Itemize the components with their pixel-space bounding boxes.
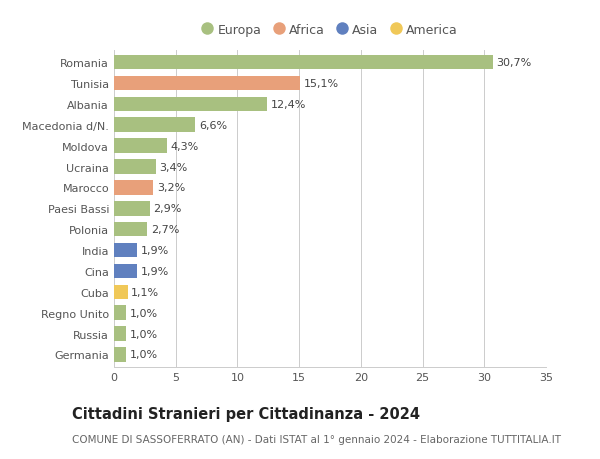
Text: 12,4%: 12,4% [271,100,306,110]
Bar [114,160,156,174]
Text: 3,4%: 3,4% [160,162,188,172]
Text: 2,7%: 2,7% [151,225,179,235]
Text: 1,1%: 1,1% [131,287,160,297]
Bar [114,181,154,195]
Bar [114,202,150,216]
Bar [114,139,167,154]
Text: 1,0%: 1,0% [130,350,158,360]
Text: 2,9%: 2,9% [154,204,182,214]
Bar [114,306,127,320]
Text: 3,2%: 3,2% [157,183,185,193]
Legend: Europa, Africa, Asia, America: Europa, Africa, Asia, America [197,19,463,42]
Bar [114,223,148,237]
Bar [114,77,301,91]
Bar [114,97,267,112]
Text: 1,0%: 1,0% [130,308,158,318]
Bar [114,118,196,133]
Bar [114,56,493,70]
Text: 6,6%: 6,6% [199,121,227,130]
Text: 1,9%: 1,9% [141,246,169,256]
Bar [114,347,127,362]
Bar [114,243,137,258]
Text: 1,0%: 1,0% [130,329,158,339]
Bar [114,285,128,299]
Bar [114,326,127,341]
Text: Cittadini Stranieri per Cittadinanza - 2024: Cittadini Stranieri per Cittadinanza - 2… [72,406,420,421]
Text: 4,3%: 4,3% [171,141,199,151]
Bar [114,264,137,279]
Text: COMUNE DI SASSOFERRATO (AN) - Dati ISTAT al 1° gennaio 2024 - Elaborazione TUTTI: COMUNE DI SASSOFERRATO (AN) - Dati ISTAT… [72,434,561,444]
Text: 30,7%: 30,7% [497,58,532,68]
Text: 15,1%: 15,1% [304,79,339,89]
Text: 1,9%: 1,9% [141,266,169,276]
